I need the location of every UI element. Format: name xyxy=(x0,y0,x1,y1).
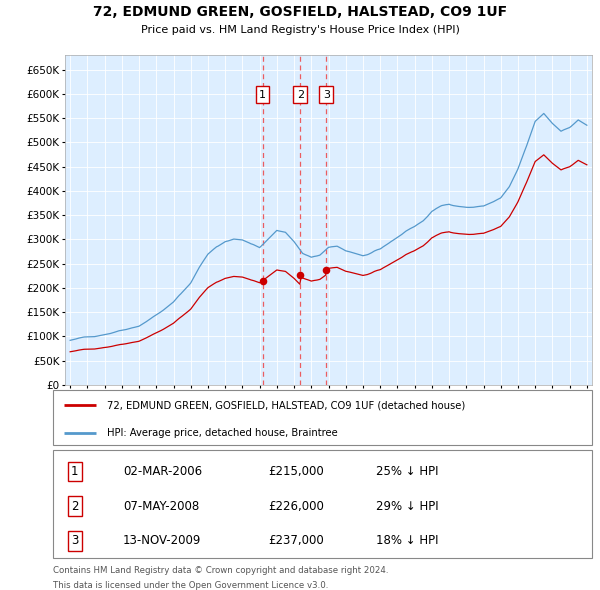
Text: 3: 3 xyxy=(71,534,78,547)
Text: HPI: Average price, detached house, Braintree: HPI: Average price, detached house, Brai… xyxy=(107,428,338,438)
Point xyxy=(258,276,268,286)
Text: 07-MAY-2008: 07-MAY-2008 xyxy=(123,500,199,513)
Text: 02-MAR-2006: 02-MAR-2006 xyxy=(123,465,202,478)
Text: This data is licensed under the Open Government Licence v3.0.: This data is licensed under the Open Gov… xyxy=(53,581,328,590)
Text: £215,000: £215,000 xyxy=(269,465,325,478)
Text: 18% ↓ HPI: 18% ↓ HPI xyxy=(376,534,439,547)
Text: Contains HM Land Registry data © Crown copyright and database right 2024.: Contains HM Land Registry data © Crown c… xyxy=(53,566,389,575)
Text: 25% ↓ HPI: 25% ↓ HPI xyxy=(376,465,439,478)
FancyBboxPatch shape xyxy=(53,390,592,445)
Point xyxy=(322,266,331,275)
Text: 2: 2 xyxy=(296,90,304,100)
Text: 29% ↓ HPI: 29% ↓ HPI xyxy=(376,500,439,513)
Point xyxy=(295,271,305,280)
Text: Price paid vs. HM Land Registry's House Price Index (HPI): Price paid vs. HM Land Registry's House … xyxy=(140,25,460,35)
Text: 13-NOV-2009: 13-NOV-2009 xyxy=(123,534,202,547)
FancyBboxPatch shape xyxy=(53,450,592,558)
Text: £237,000: £237,000 xyxy=(269,534,325,547)
Text: 2: 2 xyxy=(71,500,79,513)
Text: 72, EDMUND GREEN, GOSFIELD, HALSTEAD, CO9 1UF: 72, EDMUND GREEN, GOSFIELD, HALSTEAD, CO… xyxy=(93,5,507,19)
Text: 1: 1 xyxy=(71,465,79,478)
Text: 72, EDMUND GREEN, GOSFIELD, HALSTEAD, CO9 1UF (detached house): 72, EDMUND GREEN, GOSFIELD, HALSTEAD, CO… xyxy=(107,401,465,411)
Text: 1: 1 xyxy=(259,90,266,100)
Text: 3: 3 xyxy=(323,90,330,100)
Text: £226,000: £226,000 xyxy=(269,500,325,513)
